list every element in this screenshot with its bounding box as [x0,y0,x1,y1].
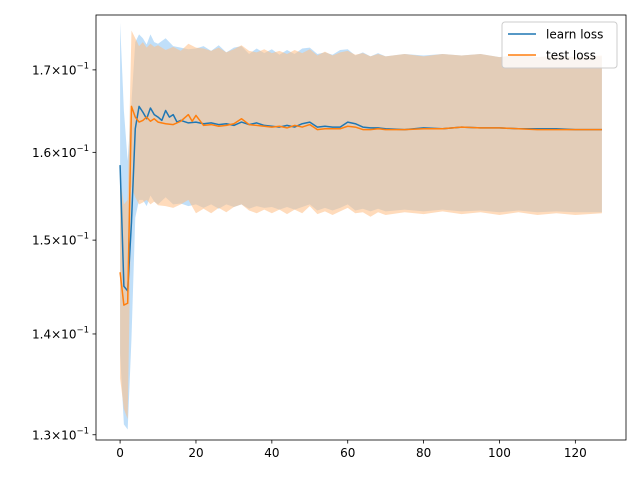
x-tick-label: 80 [416,446,431,460]
x-tick-label: 60 [340,446,355,460]
y-tick-label: 1.6×10−1 [32,144,89,160]
legend-label-test-loss: test loss [546,49,596,63]
legend: learn loss test loss [501,21,618,69]
y-tick-label: 1.3×10−1 [32,426,89,442]
x-tick-label: 0 [116,446,124,460]
x-tick-label: 100 [488,446,511,460]
x-axis: 0 20 40 60 80 100 120 [116,440,587,460]
x-tick-label: 40 [264,446,279,460]
x-tick-label: 120 [564,446,587,460]
y-tick-label: 1.7×10−1 [32,61,89,77]
series-lines [119,105,602,306]
legend-label-learn-loss: learn loss [546,28,603,42]
x-tick-label: 20 [188,446,203,460]
y-tick-label: 1.5×10−1 [32,232,89,248]
series-line-learn-loss [119,105,602,292]
series-line-test-loss [119,105,602,306]
y-tick-label: 1.4×10−1 [32,325,89,341]
y-axis: 1.3×10−1 1.4×10−1 1.5×10−1 1.6×10−1 1.7×10−1 [32,61,96,442]
plot-frame [95,14,627,441]
